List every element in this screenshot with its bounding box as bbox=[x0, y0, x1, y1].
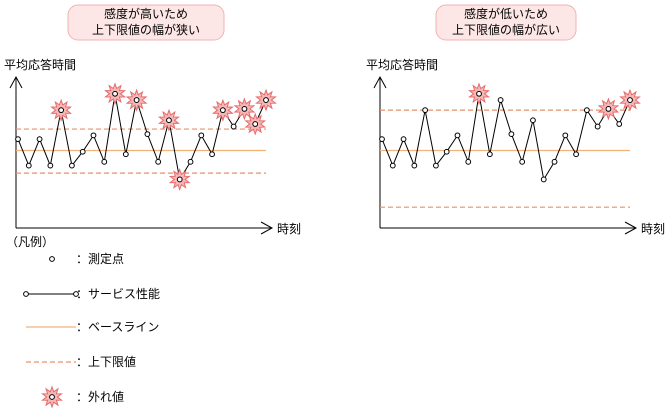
chart-title-line1: 感度が高いため bbox=[104, 6, 188, 21]
data-point bbox=[133, 97, 140, 103]
data-point bbox=[573, 151, 579, 158]
chart-title-line1: 感度が低いため bbox=[464, 6, 548, 21]
data-point bbox=[616, 121, 623, 127]
legend-line-swatch-end bbox=[73, 291, 79, 297]
header-box bbox=[67, 4, 225, 41]
chart-title-line2: 上下限値の幅が狭い bbox=[92, 22, 200, 37]
data-point bbox=[497, 97, 504, 103]
data-point bbox=[101, 158, 108, 165]
data-point bbox=[422, 107, 429, 114]
legend-line-swatch-start bbox=[23, 291, 29, 297]
legend-label-bounds: ：上下限値 bbox=[76, 354, 136, 369]
legend-heading: （凡例） bbox=[6, 235, 54, 249]
data-point bbox=[551, 158, 558, 165]
series-line bbox=[381, 93, 631, 181]
data-point bbox=[252, 121, 259, 127]
data-point bbox=[519, 158, 526, 165]
data-point bbox=[90, 132, 97, 139]
x-axis-arrow bbox=[260, 221, 274, 235]
legend-point-swatch bbox=[49, 256, 55, 262]
data-point bbox=[209, 151, 215, 158]
data-point bbox=[605, 106, 612, 112]
data-point bbox=[400, 136, 407, 143]
data-point bbox=[443, 148, 450, 155]
x-axis-label: 時刻 bbox=[277, 222, 301, 236]
legend-label-point: ：測定点 bbox=[76, 251, 124, 266]
data-point bbox=[144, 131, 151, 138]
data-point bbox=[540, 176, 547, 183]
data-point bbox=[508, 131, 515, 138]
data-point bbox=[176, 176, 183, 183]
data-point bbox=[69, 162, 75, 169]
data-point bbox=[58, 107, 65, 114]
data-point bbox=[562, 132, 569, 139]
data-point bbox=[166, 117, 172, 124]
legend-outlier-point bbox=[49, 394, 55, 400]
data-point bbox=[486, 151, 493, 158]
data-point bbox=[15, 136, 21, 143]
data-point bbox=[389, 162, 396, 169]
data-point bbox=[433, 162, 439, 169]
x-axis-label: 時刻 bbox=[641, 222, 665, 236]
y-axis-label: 平均応答時間 bbox=[4, 57, 76, 72]
data-point bbox=[454, 132, 461, 139]
chart-title-line2: 上下限値の幅が広い bbox=[452, 22, 560, 37]
data-point bbox=[155, 158, 162, 165]
data-point bbox=[112, 90, 118, 97]
data-point bbox=[530, 117, 536, 124]
data-point bbox=[594, 123, 601, 130]
legend-label-line: ：サービス性能 bbox=[76, 287, 160, 301]
data-point bbox=[465, 158, 472, 165]
data-point bbox=[411, 162, 418, 169]
data-point bbox=[241, 106, 248, 112]
data-point bbox=[25, 162, 32, 169]
chart-left: 感度が高いため 上下限値の幅が狭い 平均応答時間 時刻 bbox=[4, 4, 301, 236]
data-point bbox=[47, 162, 54, 169]
data-point bbox=[219, 107, 226, 114]
data-point bbox=[379, 136, 385, 143]
data-point bbox=[476, 90, 482, 97]
data-point bbox=[627, 97, 633, 103]
data-point bbox=[187, 158, 194, 165]
data-point bbox=[583, 107, 590, 114]
data-point bbox=[122, 151, 129, 158]
x-axis-arrow bbox=[624, 221, 638, 235]
data-point bbox=[36, 136, 43, 143]
legend: （凡例） ：測定点 ：サービス性能 ：ベースライン ：上下限値 ：外れ値 bbox=[6, 235, 160, 409]
legend-label-outlier: ：外れ値 bbox=[76, 389, 124, 404]
y-axis-arrow bbox=[373, 75, 387, 89]
data-point bbox=[263, 97, 269, 103]
data-point bbox=[230, 123, 237, 130]
header-box bbox=[435, 4, 577, 41]
chart-right: 感度が低いため 上下限値の幅が広い 平均応答時間 時刻 bbox=[366, 4, 665, 236]
data-point bbox=[79, 148, 86, 155]
data-point bbox=[198, 132, 205, 139]
y-axis-label: 平均応答時間 bbox=[366, 57, 438, 72]
legend-label-baseline: ：ベースライン bbox=[76, 320, 159, 334]
legend-outlier-swatch bbox=[41, 385, 63, 409]
y-axis-arrow bbox=[9, 75, 23, 89]
